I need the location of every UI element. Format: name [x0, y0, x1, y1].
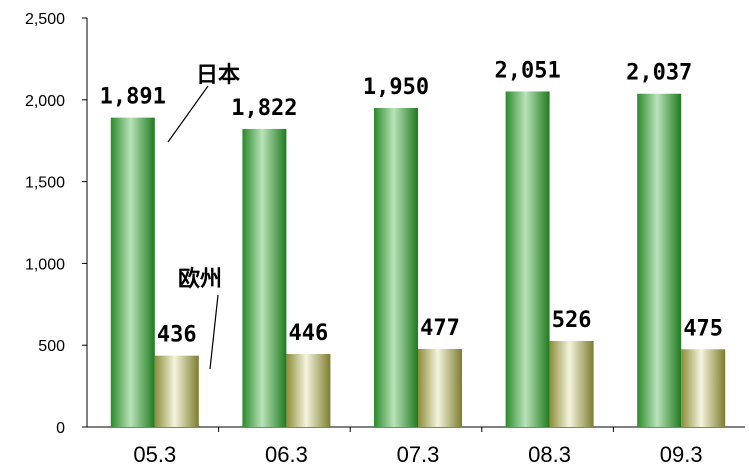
y-tick-label: 2,500	[25, 11, 65, 28]
data-label-europe: 475	[683, 316, 723, 341]
series-name-japan: 日本	[196, 63, 240, 88]
x-tick-label: 07.3	[397, 442, 440, 467]
data-label-japan: 1,891	[100, 85, 166, 110]
bar-japan-06-3	[242, 128, 287, 427]
data-label-europe: 477	[420, 316, 460, 341]
data-label-europe: 446	[289, 321, 329, 346]
data-label-europe: 526	[552, 308, 592, 333]
bar-japan-05-3	[110, 117, 155, 428]
data-label-japan: 2,037	[626, 61, 692, 86]
bar-japan-09-3	[637, 93, 682, 428]
y-tick-label: 2,000	[25, 93, 65, 110]
bar-europe-05-3	[154, 355, 199, 427]
bar-europe-07-3	[418, 348, 462, 427]
data-label-japan: 1,822	[231, 96, 297, 121]
series-annotations: 日本 欧州	[167, 63, 240, 370]
x-tick-label: 05.3	[133, 442, 176, 467]
y-tick-label: 0	[56, 420, 65, 437]
x-tick-label: 08.3	[528, 442, 571, 467]
japan-leader-line	[167, 85, 209, 143]
bar-japan-08-3	[505, 91, 550, 428]
bar-japan-07-3	[374, 107, 418, 427]
series-name-europe: 欧州	[178, 266, 222, 292]
bar-europe-06-3	[286, 354, 331, 427]
y-tick-label: 1,000	[25, 256, 65, 273]
x-tick-label: 06.3	[265, 442, 308, 467]
data-label-japan: 1,950	[363, 75, 429, 100]
data-label-japan: 2,051	[494, 58, 560, 83]
data-label-europe: 436	[157, 323, 197, 348]
europe-leader-line	[209, 294, 219, 370]
bar-europe-08-3	[549, 340, 594, 427]
y-tick-label: 500	[38, 338, 65, 355]
y-tick-label: 1,500	[25, 175, 65, 192]
x-tick-label: 09.3	[660, 442, 703, 467]
bar-europe-09-3	[681, 349, 726, 427]
